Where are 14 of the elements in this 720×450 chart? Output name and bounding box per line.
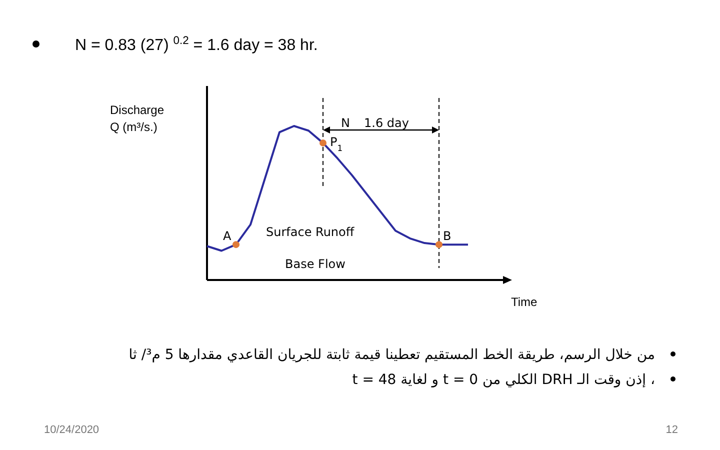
chart-title: N = 0.83 (27) $^{0.2}$ = 1.6 day = 38 hr. xyxy=(75,35,318,54)
text: 10/24/2020 xyxy=(44,424,100,436)
annotation: Surface Runoff xyxy=(266,225,355,239)
x-axis-title: Time xyxy=(511,295,538,309)
annotation: N xyxy=(341,116,350,130)
annotation: B xyxy=(443,229,452,243)
annotation: P$_{1}$ xyxy=(330,135,343,153)
annotation: 1.6 day xyxy=(364,116,409,130)
text: ، إذن وقت الـ DRH الكلي من t = 0 و لغاية t = 48 xyxy=(352,372,655,388)
annotation: A xyxy=(223,229,232,243)
text: من خلال الرسم، طريقة الخط المستقيم تعطينا قيمة ثابتة للجريان القاعدي مقدارها 5 م³/ ثا xyxy=(128,347,655,363)
annotation: Base Flow xyxy=(285,257,346,271)
y-axis-title: Discharge Q (m³/s.) xyxy=(110,103,164,134)
text: 12 xyxy=(666,424,678,436)
